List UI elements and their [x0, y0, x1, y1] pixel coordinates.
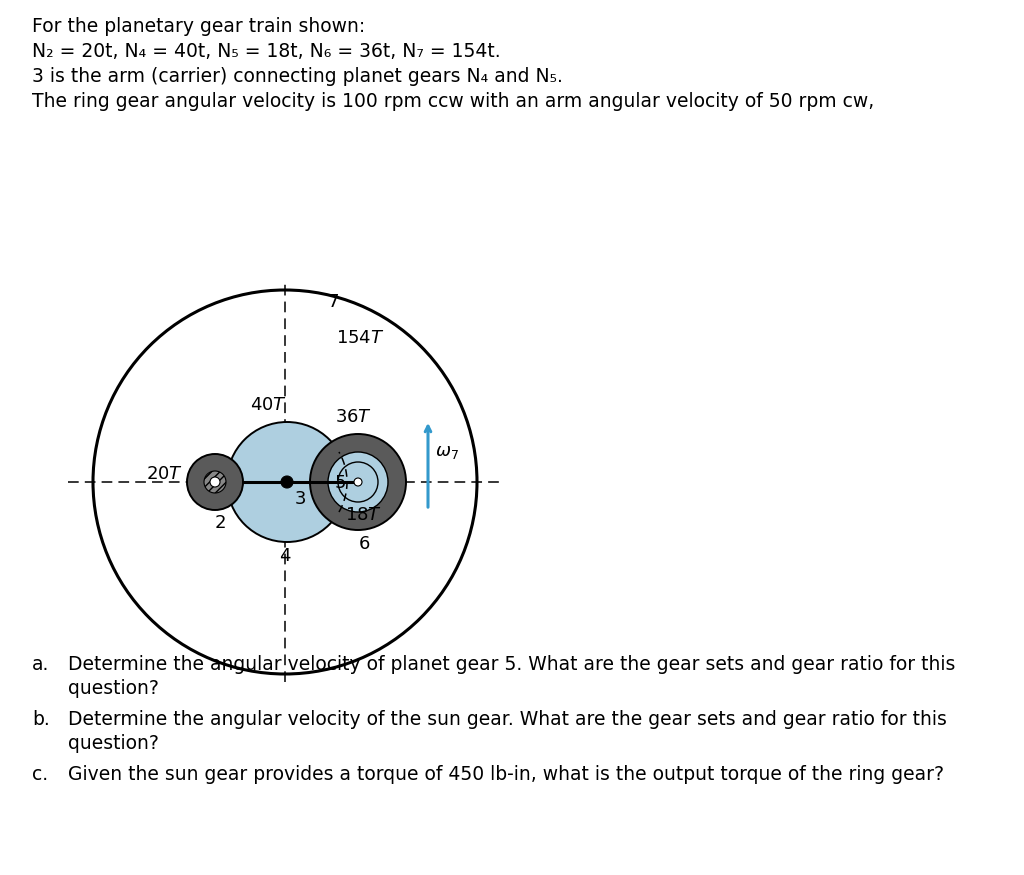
Circle shape	[354, 478, 362, 486]
Text: 5: 5	[335, 474, 346, 492]
Text: $20T$: $20T$	[146, 465, 183, 483]
Text: b.: b.	[32, 710, 50, 729]
Circle shape	[328, 452, 388, 512]
Circle shape	[281, 476, 293, 488]
Text: $\omega_7$: $\omega_7$	[435, 443, 459, 461]
Text: 2: 2	[214, 514, 225, 532]
Text: $40T$: $40T$	[251, 396, 288, 414]
Circle shape	[210, 477, 220, 487]
Text: $154T$: $154T$	[336, 329, 384, 347]
Text: The ring gear angular velocity is 100 rpm ccw with an arm angular velocity of 50: The ring gear angular velocity is 100 rp…	[32, 92, 874, 111]
Circle shape	[227, 422, 347, 542]
Text: question?: question?	[68, 734, 159, 753]
Text: Given the sun gear provides a torque of 450 lb-in, what is the output torque of : Given the sun gear provides a torque of …	[68, 765, 944, 784]
Text: N₂ = 20t, N₄ = 40t, N₅ = 18t, N₆ = 36t, N₇ = 154t.: N₂ = 20t, N₄ = 40t, N₅ = 18t, N₆ = 36t, …	[32, 42, 501, 61]
Circle shape	[338, 462, 378, 502]
Text: 3 is the arm (carrier) connecting planet gears N₄ and N₅.: 3 is the arm (carrier) connecting planet…	[32, 67, 563, 86]
Text: $36T$: $36T$	[336, 408, 373, 426]
Text: Determine the angular velocity of planet gear 5. What are the gear sets and gear: Determine the angular velocity of planet…	[68, 655, 955, 674]
Circle shape	[187, 454, 243, 510]
Text: 7: 7	[328, 293, 339, 311]
Text: c.: c.	[32, 765, 48, 784]
Text: Determine the angular velocity of the sun gear. What are the gear sets and gear : Determine the angular velocity of the su…	[68, 710, 947, 729]
Circle shape	[204, 471, 226, 493]
Text: $18T$: $18T$	[345, 506, 383, 524]
Text: a.: a.	[32, 655, 49, 674]
Circle shape	[310, 434, 406, 530]
Text: For the planetary gear train shown:: For the planetary gear train shown:	[32, 17, 366, 36]
Text: question?: question?	[68, 679, 159, 698]
Text: 6: 6	[358, 535, 370, 553]
Text: 3: 3	[295, 490, 306, 508]
Text: 4: 4	[280, 547, 291, 565]
